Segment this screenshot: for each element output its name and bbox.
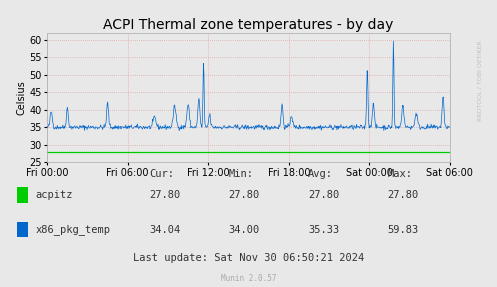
Text: 59.83: 59.83 [388,225,419,234]
Text: 34.00: 34.00 [229,225,260,234]
Text: 27.80: 27.80 [388,190,419,200]
Y-axis label: Celsius: Celsius [16,80,26,115]
Text: 27.80: 27.80 [149,190,180,200]
Text: Avg:: Avg: [308,169,333,179]
Text: 27.80: 27.80 [229,190,260,200]
Text: Munin 2.0.57: Munin 2.0.57 [221,274,276,283]
Text: 35.33: 35.33 [308,225,339,234]
Text: 27.80: 27.80 [308,190,339,200]
Title: ACPI Thermal zone temperatures - by day: ACPI Thermal zone temperatures - by day [103,18,394,32]
Text: 34.04: 34.04 [149,225,180,234]
Text: RRDTOOL / TOBI OETIKER: RRDTOOL / TOBI OETIKER [477,40,482,121]
Text: Last update: Sat Nov 30 06:50:21 2024: Last update: Sat Nov 30 06:50:21 2024 [133,253,364,263]
Text: Cur:: Cur: [149,169,174,179]
Text: Min:: Min: [229,169,253,179]
Text: Max:: Max: [388,169,413,179]
Text: acpitz: acpitz [36,190,73,200]
Text: x86_pkg_temp: x86_pkg_temp [36,224,111,235]
